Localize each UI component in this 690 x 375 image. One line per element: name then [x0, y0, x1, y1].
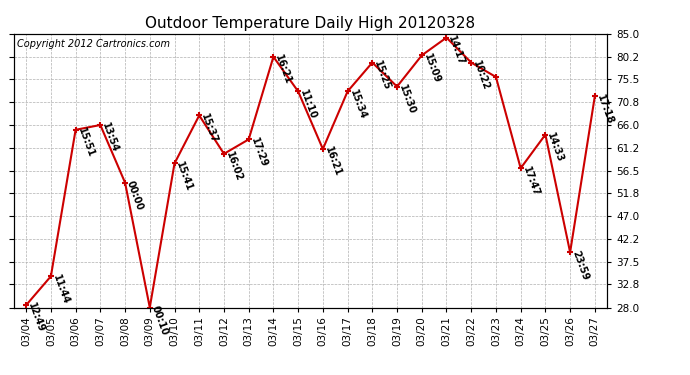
Text: 15:37: 15:37: [199, 112, 219, 144]
Text: 15:51: 15:51: [76, 126, 96, 159]
Text: 15:09: 15:09: [422, 52, 442, 84]
Text: 13:54: 13:54: [100, 122, 120, 154]
Text: 16:21: 16:21: [273, 53, 293, 86]
Text: 14:17: 14:17: [446, 34, 466, 67]
Text: 23:59: 23:59: [570, 249, 590, 281]
Text: 16:02: 16:02: [224, 150, 244, 183]
Text: 17:29: 17:29: [248, 136, 268, 168]
Text: 17:47: 17:47: [521, 165, 541, 197]
Text: 12:49: 12:49: [26, 302, 46, 334]
Text: 14:33: 14:33: [545, 131, 565, 164]
Text: 11:10: 11:10: [298, 88, 318, 120]
Text: 11:44: 11:44: [51, 273, 71, 305]
Text: 15:30: 15:30: [397, 83, 417, 116]
Text: 10:22: 10:22: [471, 59, 491, 92]
Text: 15:34: 15:34: [348, 88, 368, 120]
Text: 15:25: 15:25: [373, 59, 393, 92]
Text: 00:00: 00:00: [125, 179, 145, 212]
Text: 17:18: 17:18: [595, 93, 615, 125]
Text: 16:21: 16:21: [323, 146, 343, 178]
Text: Copyright 2012 Cartronics.com: Copyright 2012 Cartronics.com: [17, 39, 170, 49]
Text: 00:10: 00:10: [150, 304, 170, 337]
Title: Outdoor Temperature Daily High 20120328: Outdoor Temperature Daily High 20120328: [146, 16, 475, 31]
Text: 15:41: 15:41: [175, 160, 195, 192]
